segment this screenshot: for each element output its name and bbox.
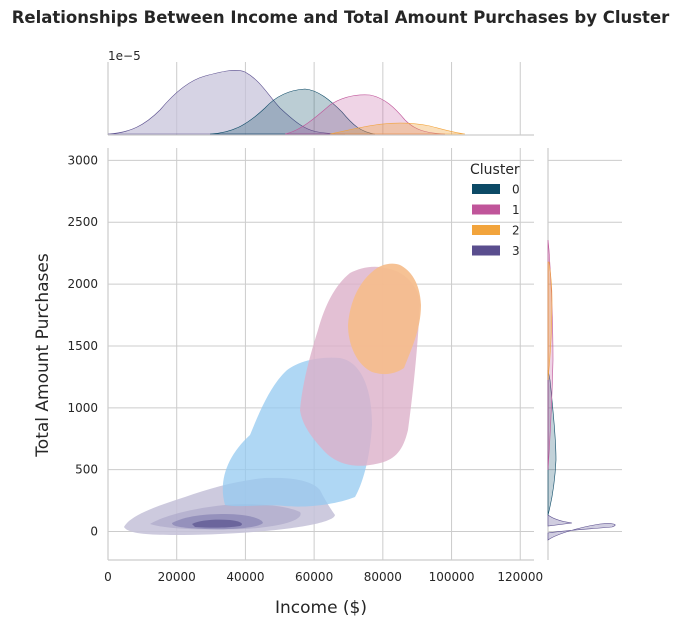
y-tick-label: 1500	[67, 339, 98, 353]
kde-contours	[124, 263, 421, 535]
x-tick-label: 100000	[429, 570, 475, 584]
cluster-0-marginal	[209, 88, 376, 135]
y-tick-label: 2000	[67, 277, 98, 291]
right-marginal-densities	[547, 239, 616, 541]
legend-swatch-cluster-2	[472, 225, 500, 235]
legend-label-cluster-3: 3	[512, 244, 520, 258]
y-tick-label: 2500	[67, 215, 98, 229]
top-marginal-densities	[107, 70, 466, 135]
legend-title: Cluster	[470, 162, 520, 178]
x-tick-label: 20000	[158, 570, 196, 584]
cluster-3-marginal	[547, 523, 616, 541]
legend: Cluster 0 1 2 3	[470, 162, 520, 258]
x-tick-label: 120000	[497, 570, 543, 584]
legend-label-cluster-0: 0	[512, 183, 520, 197]
cluster-2-marginal	[547, 261, 553, 381]
y-tick-labels: 0 500 1000 1500 2000 2500 3000	[67, 153, 98, 538]
cluster-3-density	[192, 519, 242, 528]
right-marginal-gridlines	[548, 159, 622, 533]
x-tick-label: 60000	[295, 570, 333, 584]
x-tick-label: 0	[104, 570, 112, 584]
cluster-3-marginal	[107, 70, 346, 135]
y-axis-label: Total Amount Purchases	[33, 253, 53, 458]
legend-swatch-cluster-1	[472, 204, 500, 215]
chart-title: Relationships Between Income and Total A…	[11, 8, 670, 27]
legend-label-cluster-2: 2	[512, 224, 520, 238]
x-axis-label: Income ($)	[275, 598, 367, 618]
legend-swatch-cluster-0	[472, 184, 500, 194]
legend-label-cluster-1: 1	[512, 203, 520, 217]
top-marginal-scale-label: 1e−5	[108, 49, 141, 63]
x-tick-labels: 0 20000 40000 60000 80000 100000 120000	[104, 570, 543, 584]
cluster-2-density	[348, 263, 421, 375]
y-tick-label: 500	[75, 463, 98, 477]
y-tick-label: 0	[90, 525, 98, 539]
legend-swatch-cluster-3	[472, 245, 500, 256]
y-tick-label: 3000	[67, 153, 98, 167]
cluster-0-marginal	[547, 369, 557, 516]
cluster-2-marginal	[329, 122, 466, 135]
y-tick-label: 1000	[67, 401, 98, 415]
x-tick-label: 80000	[364, 570, 402, 584]
x-tick-label: 40000	[226, 570, 264, 584]
cluster-1-marginal	[547, 239, 554, 471]
cluster-3-marginal	[547, 514, 573, 527]
cluster-1-marginal	[284, 94, 446, 135]
